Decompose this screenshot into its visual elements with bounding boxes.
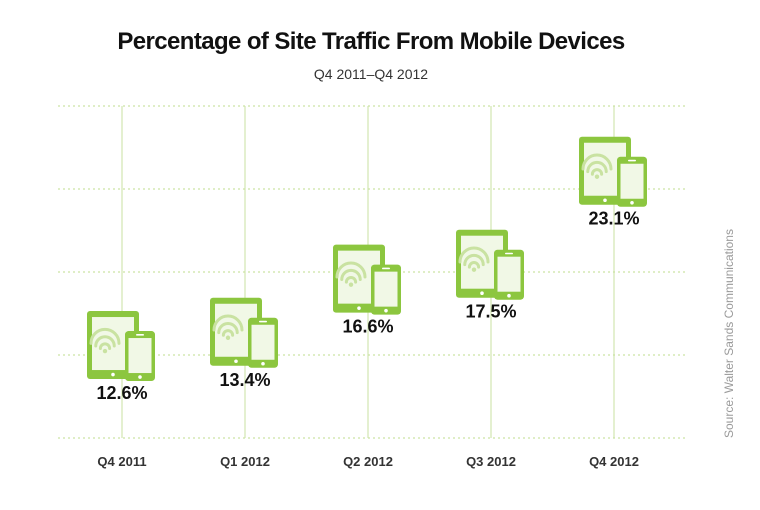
phone-speaker (136, 334, 144, 336)
wifi-arc (221, 329, 235, 337)
phone-speaker (505, 252, 513, 255)
value-label: 12.6% (96, 383, 147, 403)
phone-speaker (382, 267, 390, 270)
wifi-arc (344, 276, 358, 284)
value-label: 13.4% (219, 370, 270, 390)
phone-screen (128, 338, 152, 374)
tablet-home-button (480, 291, 484, 296)
tablet-home-button (603, 198, 607, 203)
wifi-icon (89, 327, 121, 354)
phone-home-button (630, 200, 634, 205)
tablet-home-button (357, 306, 361, 310)
chart-title: Percentage of Site Traffic From Mobile D… (117, 28, 625, 55)
source-note: Source: Walter Sands Communications (722, 229, 736, 438)
wifi-arc (458, 246, 490, 264)
wifi-dot (225, 335, 231, 340)
value-label: 16.6% (342, 317, 393, 337)
wifi-icon (212, 314, 244, 340)
wifi-arc (340, 268, 362, 282)
wifi-arc (581, 153, 613, 171)
wifi-icon (581, 153, 613, 179)
tablet-phone-marker (87, 311, 155, 382)
phone-speaker (628, 159, 636, 162)
tablet-home-button (111, 372, 115, 377)
phone-screen (497, 256, 521, 292)
value-label: 17.5% (465, 302, 516, 322)
wifi-icon (335, 261, 367, 287)
wifi-arc (467, 261, 481, 269)
x-tick-label: Q4 2012 (589, 454, 639, 469)
value-label: 23.1% (588, 209, 639, 229)
phone-screen (374, 271, 398, 307)
data-markers (87, 136, 647, 382)
wifi-arc (94, 335, 116, 348)
x-tick-label: Q1 2012 (220, 454, 270, 469)
x-tick-label: Q3 2012 (466, 454, 516, 469)
tablet-phone-marker (456, 229, 524, 300)
phone-home-button (507, 293, 511, 298)
wifi-arc (89, 327, 121, 345)
wifi-arc (335, 261, 367, 279)
wifi-arc (590, 168, 604, 176)
wifi-arc (217, 321, 239, 335)
tablet-phone-marker (579, 136, 647, 207)
wifi-icon (458, 246, 490, 272)
wifi-dot (471, 267, 477, 272)
phone-screen (620, 163, 644, 199)
wifi-arc (586, 160, 608, 174)
wifi-arc (98, 342, 112, 350)
wifi-arc (463, 253, 485, 267)
phone-screen (251, 324, 275, 360)
x-tick-label: Q4 2011 (97, 454, 146, 469)
tablet-phone-marker (333, 244, 401, 315)
wifi-dot (594, 174, 600, 179)
wifi-arc (212, 314, 244, 332)
wifi-dot (348, 282, 354, 287)
phone-speaker (259, 320, 267, 323)
tablet-home-button (234, 359, 238, 364)
value-labels: 12.6% 13.4% 16.6% 17.5% 23.1% (96, 209, 639, 403)
phone-home-button (384, 308, 388, 313)
tablet-phone-marker (210, 297, 278, 368)
wifi-dot (102, 348, 108, 354)
phone-home-button (261, 361, 265, 366)
chart-subtitle: Q4 2011–Q4 2012 (313, 66, 429, 82)
x-axis-tick-labels: Q4 2011 Q1 2012 Q2 2012 Q3 2012 Q4 2012 (97, 454, 639, 469)
phone-home-button (138, 375, 142, 379)
x-tick-label: Q2 2012 (343, 454, 393, 469)
